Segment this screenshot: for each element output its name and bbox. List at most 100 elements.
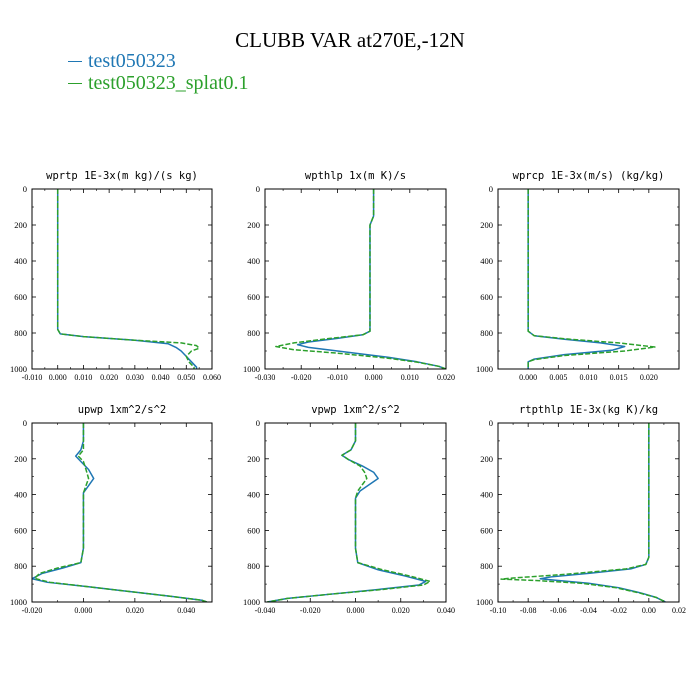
plot-frame: [497, 188, 680, 370]
x-tick-label: 0.000: [347, 606, 365, 615]
y-tick-label: 200: [480, 454, 493, 464]
y-tick-label: 1000: [476, 597, 493, 607]
x-tick-label: 0.010: [74, 373, 92, 382]
y-tick-label: 400: [247, 490, 260, 500]
x-tick-label: 0.060: [203, 373, 221, 382]
x-tick-label: -0.02: [610, 606, 627, 615]
y-tick-label: 1000: [243, 364, 260, 374]
y-tick-label: 800: [247, 328, 260, 338]
x-tick-label: -0.04: [580, 606, 597, 615]
y-tick-label: 800: [480, 328, 493, 338]
y-tick-label: 1000: [10, 364, 27, 374]
y-tick-label: 600: [247, 525, 260, 535]
x-tick-label: -0.040: [255, 606, 276, 615]
y-tick-label: 400: [480, 256, 493, 266]
y-tick-label: 0: [489, 184, 493, 194]
series-line-1: [296, 189, 446, 369]
y-tick-label: 1000: [10, 597, 27, 607]
y-tick-label: 200: [247, 454, 260, 464]
x-tick-label: -0.020: [22, 606, 43, 615]
y-tick-label: 800: [14, 561, 27, 571]
y-tick-label: 400: [480, 490, 493, 500]
series-line-1: [539, 423, 666, 602]
x-tick-label: 0.040: [177, 606, 195, 615]
x-tick-label: 0.020: [640, 373, 658, 382]
y-tick-label: 0: [489, 418, 493, 428]
plot-frame: [264, 422, 447, 603]
panel-title: wprtp 1E-3x(m kg)/(s kg): [46, 170, 198, 182]
x-tick-label: -0.020: [300, 606, 321, 615]
y-tick-label: 600: [480, 525, 493, 535]
y-tick-label: 600: [247, 292, 260, 302]
series-line-1: [32, 423, 208, 602]
y-tick-label: 0: [23, 184, 27, 194]
x-tick-label: 0.050: [177, 373, 195, 382]
x-tick-label: 0.040: [152, 373, 170, 382]
legend-entry-series-1: test050323: [68, 50, 176, 73]
y-tick-label: 600: [14, 525, 27, 535]
x-tick-label: 0.015: [610, 373, 628, 382]
x-tick-label: 0.000: [74, 606, 92, 615]
series-line-2: [267, 423, 431, 602]
chart-panel-4: upwp 1xm^2/s^2 0 200 400 600 800 1000-0.020 0.0…: [10, 404, 213, 615]
legend-entry-series-2: test050323_splat0.1: [68, 72, 249, 95]
x-tick-label: 0.040: [437, 606, 455, 615]
x-tick-label: 0.020: [392, 606, 410, 615]
plot-frame: [31, 422, 213, 603]
panel-title: rtpthlp 1E-3x(kg K)/kg: [519, 404, 658, 416]
x-tick-label: -0.06: [550, 606, 567, 615]
x-tick-label: -0.10: [490, 606, 507, 615]
legend-label-series-1: test050323: [88, 50, 176, 72]
x-tick-label: 0.020: [437, 373, 455, 382]
y-tick-label: 600: [14, 292, 27, 302]
y-tick-label: 200: [14, 454, 27, 464]
y-tick-label: 800: [247, 561, 260, 571]
y-tick-label: 600: [480, 292, 493, 302]
panel-title: wpthlp 1x(m K)/s: [305, 170, 406, 182]
x-tick-label: 0.010: [401, 373, 419, 382]
legend-swatch-series-1: [68, 61, 82, 62]
panel-title: upwp 1xm^2/s^2: [78, 404, 167, 416]
figure-title: CLUBB VAR at270E,-12N: [235, 28, 465, 52]
x-tick-label: 0.005: [549, 373, 567, 382]
y-tick-label: 800: [14, 328, 27, 338]
x-tick-label: 0.00: [642, 606, 656, 615]
x-tick-label: -0.010: [327, 373, 348, 382]
chart-panel-3: wprcp 1E-3x(m/s) (kg/kg) 0 200 400 600 800 100…: [476, 170, 680, 382]
x-tick-label: 0.020: [100, 373, 118, 382]
y-tick-label: 0: [23, 418, 27, 428]
y-tick-label: 400: [14, 490, 27, 500]
y-tick-label: 200: [14, 220, 27, 230]
x-tick-label: -0.030: [255, 373, 276, 382]
series-line-2: [56, 189, 200, 369]
panel-title: wprcp 1E-3x(m/s) (kg/kg): [513, 170, 665, 182]
chart-panel-6: rtpthlp 1E-3x(kg K)/kg02004006008001000-…: [476, 404, 686, 615]
y-tick-label: 1000: [476, 364, 493, 374]
y-tick-label: 400: [14, 256, 27, 266]
x-tick-label: 0.010: [580, 373, 598, 382]
x-tick-label: 0.02: [672, 606, 686, 615]
y-tick-label: 1000: [243, 597, 260, 607]
panel-title: vpwp 1xm^2/s^2: [311, 404, 400, 416]
plot-frame: [264, 188, 447, 370]
y-tick-label: 800: [480, 561, 493, 571]
x-tick-label: 0.030: [126, 373, 144, 382]
x-tick-label: -0.08: [520, 606, 537, 615]
plot-frame: [31, 188, 213, 370]
chart-panel-5: vpwp 1xm^2/s^2 0 200 400 600 800 1000-0.040 -0.…: [243, 404, 455, 615]
chart-panel-1: wprtp 1E-3x(m kg)/(s kg) 0 200 400 600 800 100…: [10, 170, 221, 382]
series-line-2: [500, 423, 666, 602]
plot-frame: [497, 422, 680, 603]
series-line-2: [527, 189, 656, 369]
legend-swatch-series-2: [68, 83, 82, 84]
series-line-1: [267, 423, 427, 602]
y-tick-label: 0: [256, 418, 260, 428]
x-tick-label: 0.020: [126, 606, 144, 615]
series-line-2: [33, 423, 208, 602]
legend-label-series-2: test050323_splat0.1: [88, 72, 249, 94]
y-tick-label: 0: [256, 184, 260, 194]
x-tick-label: -0.020: [291, 373, 312, 382]
series-line-2: [275, 189, 446, 369]
y-tick-label: 400: [247, 256, 260, 266]
